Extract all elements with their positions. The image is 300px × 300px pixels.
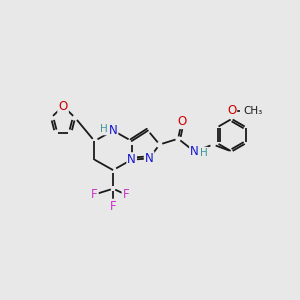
Text: O: O <box>177 115 186 128</box>
Text: H: H <box>100 124 108 134</box>
Text: N: N <box>190 145 199 158</box>
Text: N: N <box>127 153 136 166</box>
Text: H: H <box>200 148 208 158</box>
Text: F: F <box>91 188 98 201</box>
Text: O: O <box>227 104 236 117</box>
Text: F: F <box>122 188 129 201</box>
Text: N: N <box>109 124 117 137</box>
Text: O: O <box>58 100 68 113</box>
Text: CH₃: CH₃ <box>243 106 262 116</box>
Text: F: F <box>110 200 116 213</box>
Text: O: O <box>58 100 68 113</box>
Text: N: N <box>145 152 154 165</box>
